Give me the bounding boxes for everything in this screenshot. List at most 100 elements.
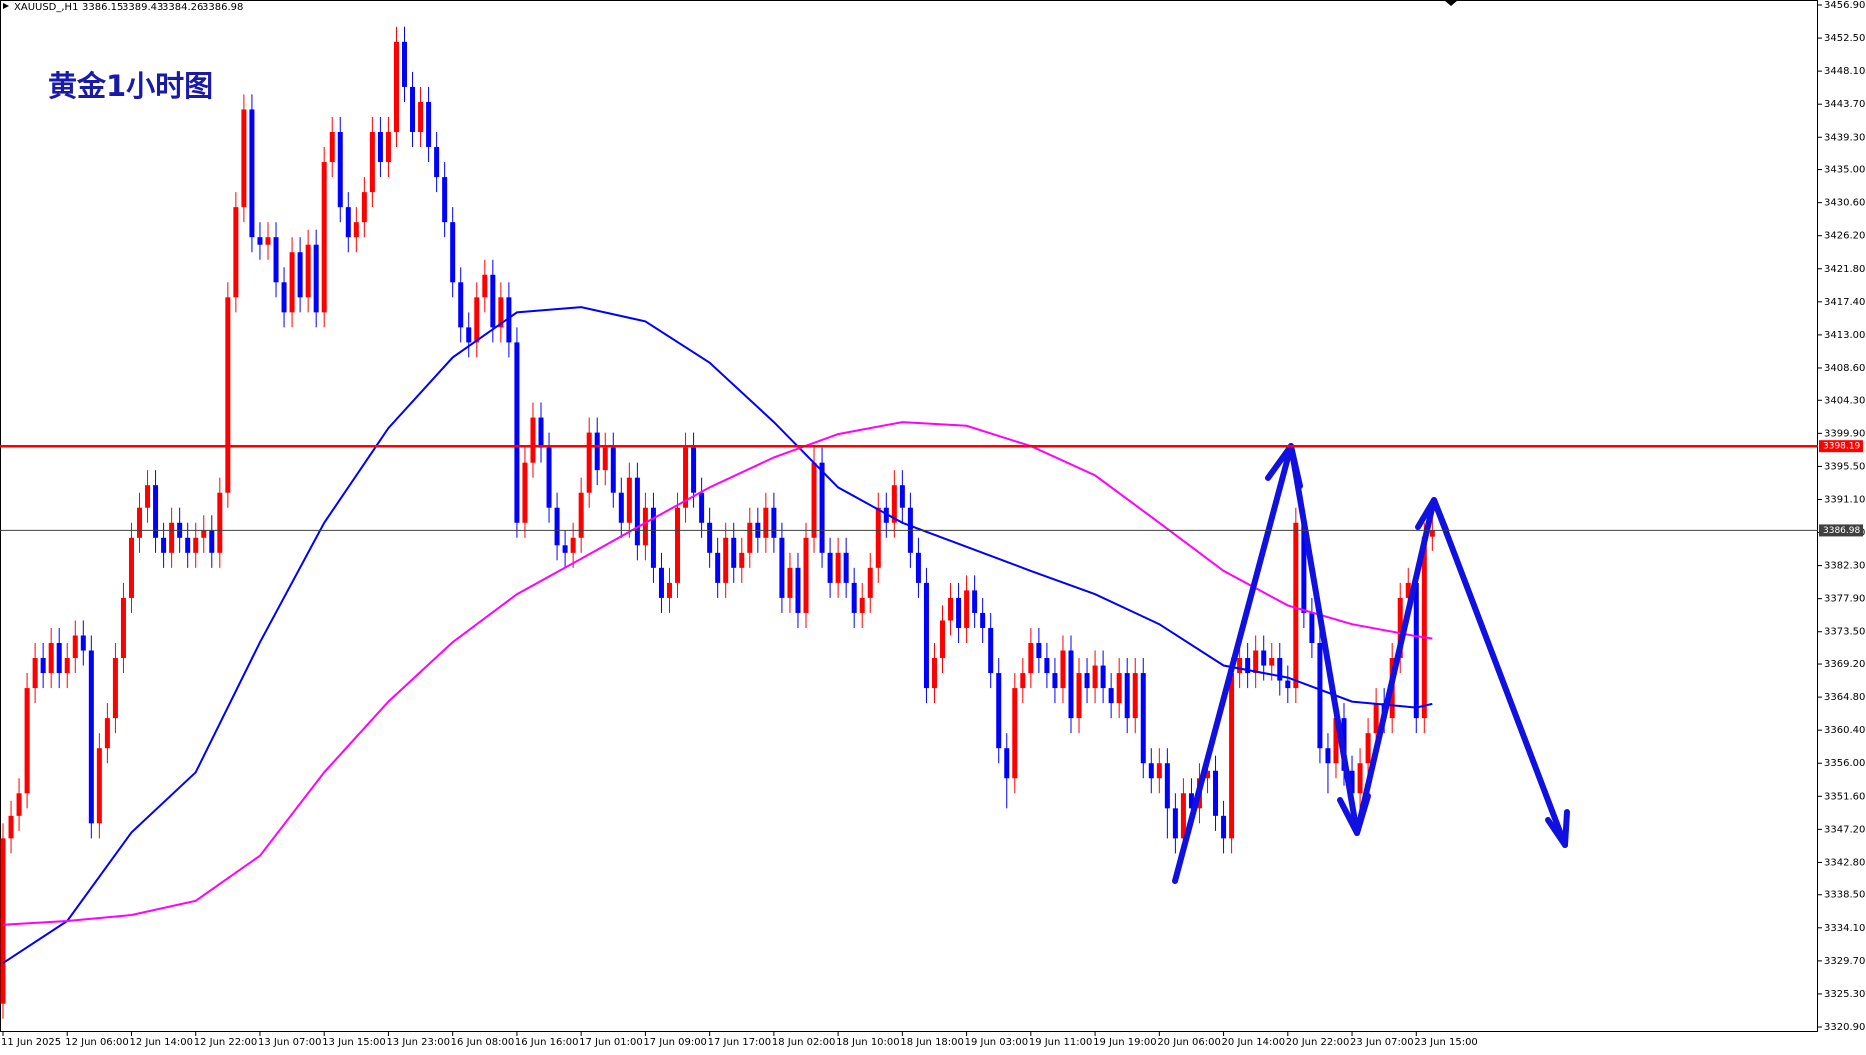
candle-body: [169, 522, 175, 553]
candle-body: [1164, 763, 1170, 809]
candle-body: [827, 552, 833, 583]
candle-body: [1301, 522, 1307, 613]
header-icon: [3, 3, 9, 9]
candle-body: [562, 545, 568, 553]
candle-body: [763, 507, 769, 538]
candle-body: [988, 627, 994, 674]
candle-body: [145, 485, 151, 508]
candle-body: [1317, 642, 1323, 749]
candle-body: [217, 492, 223, 553]
candle-body: [1028, 642, 1034, 674]
x-tick-label: 12 Jun 06:00: [65, 1037, 129, 1048]
candle-body: [40, 658, 46, 674]
plot-frame: [0, 0, 1818, 1032]
x-tick-label: 20 Jun 14:00: [1222, 1037, 1286, 1048]
candle-body: [1229, 673, 1235, 839]
header-open: 3386.15: [82, 2, 123, 13]
y-tick-label: 3364.80: [1824, 692, 1865, 703]
candle-body: [80, 635, 86, 651]
candle-body: [0, 838, 6, 1004]
arrow-head: [1337, 793, 1371, 836]
candle-body: [289, 252, 295, 313]
y-tick-label: 3408.60: [1824, 363, 1865, 374]
y-tick-label: 3430.60: [1824, 198, 1865, 209]
candle-body: [1213, 770, 1219, 816]
candle-body: [72, 635, 78, 659]
candle-body: [626, 477, 632, 523]
y-tick-label: 3351.60: [1824, 791, 1865, 802]
candle-body: [514, 342, 520, 523]
candle-body: [1245, 658, 1251, 674]
x-tick-label: 23 Jun 15:00: [1414, 1037, 1478, 1048]
candle-body: [1261, 650, 1267, 666]
candle-body: [377, 131, 383, 163]
price-label-box: [1819, 440, 1863, 453]
candle-body: [771, 507, 777, 538]
candle-body: [546, 447, 552, 508]
candle-body: [96, 748, 102, 824]
candle-body: [699, 492, 705, 523]
candle-body: [538, 417, 544, 448]
candle-body: [723, 537, 729, 583]
candle-body: [1060, 650, 1066, 689]
candle-body: [1044, 658, 1050, 674]
candle-body: [1052, 673, 1058, 689]
candle-body: [209, 530, 215, 553]
candle-body: [1148, 763, 1154, 779]
price-label: 3398.19: [1823, 442, 1860, 452]
candle-body: [1205, 770, 1210, 779]
candle-body: [1405, 582, 1411, 598]
x-tick-label: 17 Jun 01:00: [579, 1037, 643, 1048]
y-tick-label: 3329.70: [1824, 956, 1865, 967]
candle-body: [522, 462, 528, 523]
candle-body: [1237, 658, 1243, 674]
candle-body: [128, 537, 134, 598]
moving-average: [2, 306, 1433, 964]
candle-body: [8, 815, 14, 839]
candle-body: [1373, 703, 1379, 734]
price-label: 3386.98: [1823, 526, 1860, 536]
candle-body: [498, 297, 504, 328]
candle-body: [530, 417, 536, 463]
candle-body: [931, 658, 937, 689]
candle-body: [24, 688, 30, 794]
moving-average: [2, 421, 1433, 926]
candle-body: [201, 530, 207, 538]
candle-body: [883, 507, 889, 523]
arrow-head: [1545, 809, 1570, 848]
x-tick-label: 12 Jun 14:00: [129, 1037, 193, 1048]
y-tick-label: 3443.70: [1824, 99, 1865, 110]
candle-body: [875, 507, 881, 568]
candle-body: [1156, 763, 1162, 779]
price-label-box: [1819, 524, 1863, 537]
candle-body: [434, 147, 440, 178]
candle-body: [88, 650, 94, 824]
candle-body: [1068, 650, 1074, 719]
candle-body: [1036, 642, 1042, 659]
top-marker: [1444, 0, 1458, 6]
candle-body: [996, 673, 1002, 749]
x-tick-label: 18 Jun 02:00: [772, 1037, 836, 1048]
candle-body: [658, 567, 664, 598]
candle-body: [1020, 673, 1026, 689]
candle-body: [707, 522, 713, 553]
candle-body: [940, 620, 946, 659]
candle-body: [281, 282, 287, 313]
candle-body: [1012, 688, 1018, 779]
candle-body: [859, 597, 865, 613]
y-tick-label: 3421.80: [1824, 264, 1865, 275]
candle-body: [257, 237, 263, 245]
candle-body: [137, 507, 143, 538]
header-low: 3384.26: [162, 2, 203, 13]
candle-body: [482, 274, 488, 298]
chart-title: 黄金1小时图: [48, 69, 213, 103]
y-tick-label: 3369.20: [1824, 659, 1865, 670]
candle-body: [811, 462, 817, 538]
candle-body: [1397, 597, 1403, 659]
candle-body: [578, 492, 584, 538]
y-tick-label: 3342.80: [1824, 857, 1865, 868]
candle-body: [450, 222, 456, 283]
candle-body: [923, 582, 929, 689]
candle-body: [666, 582, 672, 598]
candle-body: [691, 447, 697, 493]
